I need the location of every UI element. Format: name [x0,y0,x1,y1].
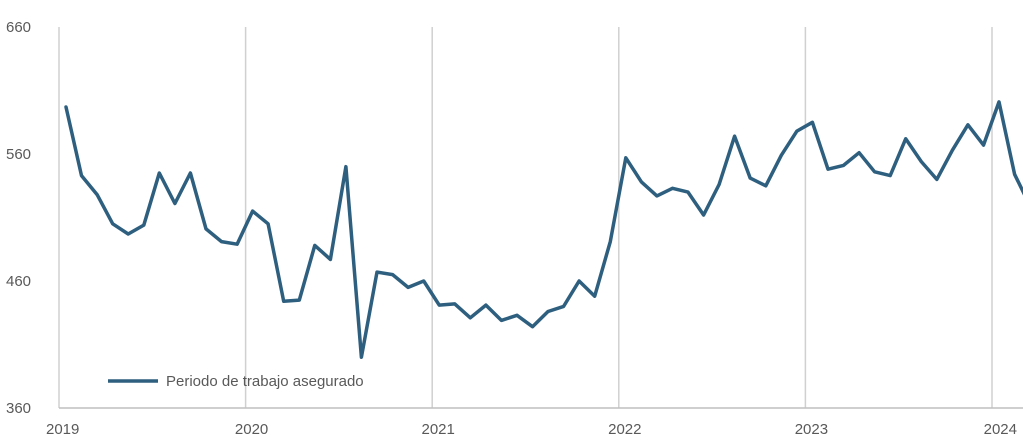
y-tick-labels: 360 460 560 660 [6,19,31,417]
x-tick-label-2020: 2020 [235,421,268,438]
x-tick-label-2022: 2022 [608,421,641,438]
x-tick-labels: 2019 2020 2021 2022 2023 2024 [46,421,1017,438]
vertical-gridlines [58,27,993,408]
legend: Periodo de trabajo asegurado [108,373,364,390]
legend-label: Periodo de trabajo asegurado [166,373,364,390]
y-tick-label-660: 660 [6,19,31,36]
series-line-periodo-de-trabajo-asegurado [64,100,1023,359]
y-tick-label-460: 460 [6,273,31,290]
y-tick-label-560: 560 [6,146,31,163]
x-tick-label-2021: 2021 [422,421,455,438]
x-tick-label-2023: 2023 [795,421,828,438]
y-tick-label-360: 360 [6,400,31,417]
x-tick-label-2024: 2024 [984,421,1017,438]
x-tick-label-2019: 2019 [46,421,79,438]
